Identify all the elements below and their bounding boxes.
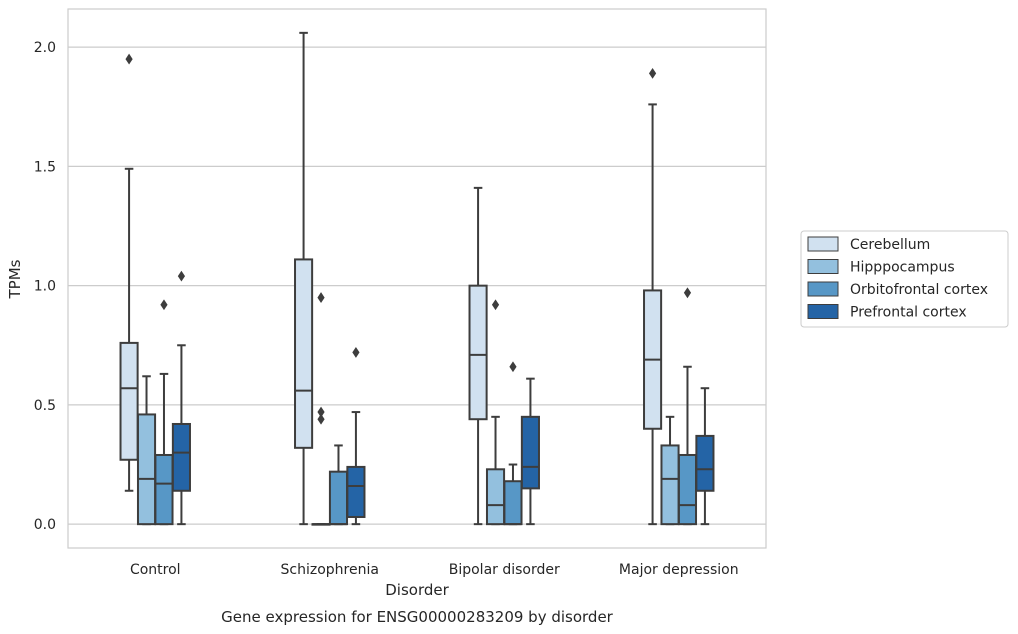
- y-tick-label: 2.0: [34, 40, 56, 56]
- box-body: [520, 415, 540, 490]
- legend-swatch: [807, 304, 839, 319]
- x-tick-labels: Control Schizophrenia Bipolar disorder Majo…: [130, 562, 739, 578]
- y-tick-label: 0.0: [34, 517, 56, 533]
- box-1-1: [311, 292, 331, 526]
- box-2-3: [677, 287, 698, 526]
- outlier-point: [317, 292, 325, 303]
- x-tick-label: Schizophrenia: [281, 562, 379, 578]
- legend-swatch: [807, 259, 839, 274]
- outlier-point: [683, 287, 692, 299]
- box-2-0: [154, 299, 174, 526]
- box-1-3: [660, 415, 680, 526]
- outlier-point: [317, 406, 325, 418]
- y-axis-title: TPMs: [6, 259, 24, 299]
- outlier-point: [125, 53, 133, 65]
- legend-label: Hipppocampus: [850, 260, 955, 276]
- outlier-point: [648, 67, 657, 79]
- y-tick-labels: 0.0 0.5 1.0 1.5 2.0: [34, 40, 56, 533]
- outlier-point: [509, 361, 517, 373]
- box-2-1: [328, 444, 349, 526]
- legend-label: Cerebellum: [850, 237, 930, 253]
- box-body: [346, 465, 366, 518]
- box-3-2: [520, 377, 540, 526]
- box-3-0: [171, 270, 191, 526]
- box-0-0: [119, 53, 139, 492]
- box-body: [294, 258, 314, 449]
- outlier-point: [160, 299, 168, 311]
- x-tick-label: Major depression: [619, 562, 739, 578]
- x-tick-label: Control: [130, 562, 181, 578]
- box-plots: [119, 31, 715, 526]
- legend: Cerebellum Hipppocampus Orbitofrontal cort…: [800, 230, 1009, 328]
- box-1-0: [136, 375, 157, 526]
- box-body: [660, 444, 680, 526]
- box-3-1: [346, 347, 366, 526]
- outlier-point: [352, 347, 360, 358]
- box-0-3: [643, 67, 663, 526]
- legend-swatch: [807, 236, 839, 252]
- box-body: [171, 422, 191, 492]
- box-body: [503, 480, 523, 526]
- box-body: [485, 468, 506, 526]
- box-body: [695, 434, 715, 492]
- box-1-2: [485, 299, 506, 526]
- box-0-2: [468, 186, 488, 526]
- y-tick-label: 1.0: [34, 279, 56, 295]
- box-body: [328, 470, 349, 526]
- legend-swatch: [807, 281, 839, 297]
- x-tick-label: Bipolar disorder: [449, 562, 560, 578]
- legend-label: Prefrontal cortex: [850, 305, 967, 321]
- box-body: [154, 453, 174, 526]
- outlier-point: [317, 413, 325, 425]
- box-2-2: [503, 361, 523, 526]
- x-axis-title: Disorder: [385, 581, 449, 599]
- outlier-point: [491, 299, 500, 311]
- legend-frame: [800, 230, 1009, 328]
- y-tick-label: 0.5: [34, 398, 56, 414]
- box-3-3: [695, 387, 715, 526]
- box-body: [136, 413, 157, 526]
- outlier-point: [177, 270, 186, 282]
- box-body: [677, 453, 698, 526]
- chart-caption: Gene expression for ENSG00000283209 by d…: [221, 608, 614, 626]
- legend-label: Orbitofrontal cortex: [850, 282, 988, 298]
- box-0-1: [294, 31, 314, 526]
- y-tick-label: 1.5: [34, 159, 56, 175]
- box-body: [468, 284, 488, 421]
- box-body: [119, 341, 139, 461]
- plot-frame: [67, 8, 767, 549]
